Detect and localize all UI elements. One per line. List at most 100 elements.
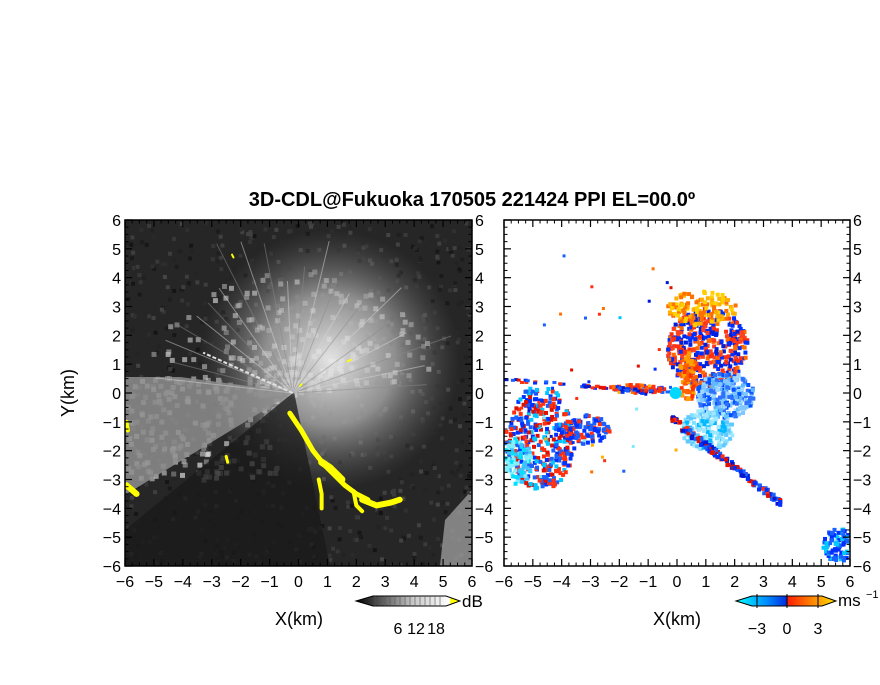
velocity-pixel	[527, 463, 532, 468]
velocity-pixel	[832, 533, 837, 538]
velocity-pixel	[726, 312, 730, 317]
velocity-pixel	[730, 401, 735, 406]
velocity-pixel	[733, 303, 738, 308]
noise-pixel	[328, 557, 333, 562]
velocity-pixel	[535, 404, 540, 409]
velocity-pixel	[730, 323, 735, 328]
velocity-pixel	[557, 456, 562, 461]
noise-pixel	[379, 505, 384, 510]
noise-pixel	[464, 221, 469, 226]
velocity-pixel	[628, 383, 633, 388]
x-tick-label: 2	[352, 574, 361, 591]
velocity-pixel	[535, 485, 540, 490]
velocity-pixel	[698, 412, 703, 417]
velocity-pixel	[667, 310, 672, 315]
velocity-pixel	[540, 484, 545, 489]
velocity-pixel	[837, 538, 842, 543]
velocity-pixel	[549, 462, 554, 467]
velocity-pixel	[521, 395, 526, 400]
velocity-pixel	[678, 293, 683, 298]
velocity-pixel	[702, 417, 707, 422]
noise-pixel	[411, 485, 416, 490]
velocity-pixel	[699, 324, 704, 329]
velocity-pixel	[529, 463, 534, 468]
noise-pixel	[448, 246, 453, 251]
velocity-pixel	[599, 417, 604, 422]
velocity-pixel	[631, 444, 635, 448]
noise-pixel	[440, 500, 445, 505]
velocity-pixel	[671, 352, 676, 357]
velocity-pixel	[847, 540, 850, 545]
velocity-pixel	[672, 355, 677, 360]
velocity-pixel	[689, 362, 694, 367]
velocity-pixel	[842, 540, 847, 545]
velocity-pixel	[740, 383, 745, 388]
velocity-pixel	[834, 557, 839, 562]
velocity-pixel	[730, 311, 735, 316]
velocity-pixel	[713, 363, 718, 368]
velocity-pixel	[556, 393, 561, 398]
velocity-pixel	[510, 471, 515, 476]
noise-pixel	[460, 257, 465, 262]
velocity-pixel	[746, 476, 751, 481]
velocity-pixel	[708, 349, 713, 354]
noise-pixel	[172, 333, 177, 338]
velocity-pixel	[572, 446, 577, 451]
echo-pixel	[171, 471, 177, 477]
velocity-pixel	[697, 389, 702, 394]
noise-pixel	[248, 239, 253, 244]
velocity-pixel	[547, 467, 552, 472]
velocity-pixel	[520, 406, 524, 410]
velocity-pixel	[706, 401, 711, 406]
velocity-pixel	[528, 451, 533, 456]
velocity-pixel	[739, 406, 744, 411]
velocity-pixel	[719, 397, 724, 402]
velocity-pixel	[596, 427, 601, 432]
beam-ray	[292, 321, 391, 394]
noise-pixel	[453, 417, 458, 422]
reflectivity-xlabel: X(km)	[275, 609, 323, 629]
noise-pixel	[459, 494, 464, 499]
velocity-pixel	[517, 469, 522, 474]
velocity-pixel	[611, 384, 616, 389]
noise-pixel	[131, 281, 136, 286]
velocity-pixel	[563, 470, 568, 475]
noise-pixel	[419, 236, 424, 241]
velocity-pixel	[721, 437, 726, 442]
noise-pixel	[342, 552, 347, 557]
velocity-pixel	[666, 347, 671, 352]
noise-pixel	[383, 526, 388, 531]
velocity-pixel	[671, 415, 676, 420]
velocity-pixel	[561, 382, 566, 386]
velocity-pixel	[674, 448, 678, 452]
colorbar-tick-label: −3	[748, 621, 766, 638]
echo-pixel	[149, 476, 155, 482]
noise-pixel	[186, 281, 191, 286]
velocity-pixel	[711, 326, 716, 331]
velocity-pixel	[704, 306, 709, 311]
velocity-pixel	[531, 409, 536, 414]
velocity-pixel	[699, 398, 704, 403]
velocity-pixel	[550, 472, 555, 477]
noise-pixel	[424, 231, 429, 236]
velocity-pixel	[636, 364, 640, 368]
velocity-pixel	[726, 381, 731, 386]
velocity-pixel	[532, 444, 537, 449]
velocity-pixel	[720, 429, 725, 434]
velocity-pixel	[750, 388, 755, 393]
velocity-pixel	[685, 335, 690, 340]
velocity-pixel	[586, 433, 591, 438]
yellow-echo-streak	[224, 454, 230, 464]
noise-pixel	[412, 554, 417, 559]
x-tick-label: −2	[610, 574, 628, 591]
velocity-pixel	[702, 428, 707, 433]
velocity-pixel	[590, 439, 595, 444]
velocity-pixel	[740, 337, 745, 342]
velocity-pixel	[688, 314, 693, 319]
velocity-pixel	[693, 323, 698, 328]
velocity-pixel	[688, 373, 693, 378]
velocity-pixel	[712, 305, 717, 310]
velocity-pixel	[725, 338, 730, 343]
velocity-pixel	[730, 380, 735, 385]
